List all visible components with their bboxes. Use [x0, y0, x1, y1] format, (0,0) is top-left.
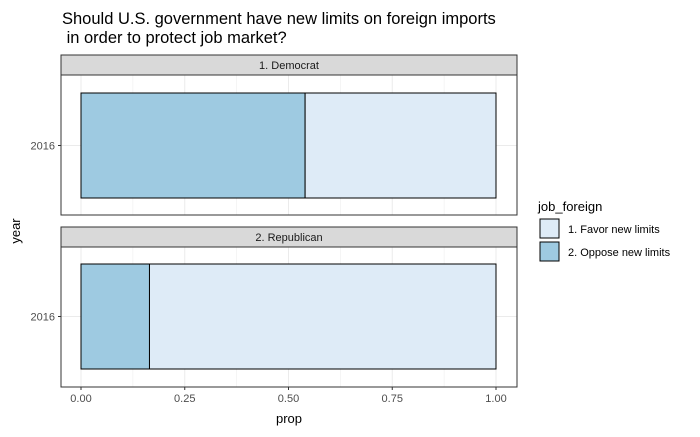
- facet-strip-label: 2. Republican: [255, 232, 322, 244]
- x-tick-label: 0.25: [174, 393, 195, 405]
- y-tick-label: 2016: [31, 141, 55, 153]
- y-axis-title: year: [8, 218, 23, 244]
- legend-swatch: [539, 218, 560, 239]
- chart-title-line: Should U.S. government have new limits o…: [62, 10, 496, 28]
- facet-strip-label: 1. Democrat: [259, 60, 319, 72]
- y-tick-label: 2016: [31, 312, 55, 324]
- x-tick-label: 0.00: [70, 393, 91, 405]
- x-tick-label: 0.50: [278, 393, 299, 405]
- legend-swatch: [539, 241, 560, 262]
- x-tick-label: 0.75: [382, 393, 403, 405]
- legend-title: job_foreign: [537, 199, 602, 214]
- bar-segment-favor: [304, 92, 497, 199]
- chart-title-line: in order to protect job market?: [62, 29, 287, 47]
- x-tick-label: 1.00: [485, 393, 506, 405]
- legend-item-label: 1. Favor new limits: [568, 224, 660, 236]
- x-axis-title: prop: [276, 411, 302, 426]
- bar-segment-oppose: [80, 263, 150, 370]
- bar-segment-favor: [148, 263, 497, 370]
- bar-segment-oppose: [80, 92, 306, 199]
- legend-item-label: 2. Oppose new limits: [568, 247, 671, 259]
